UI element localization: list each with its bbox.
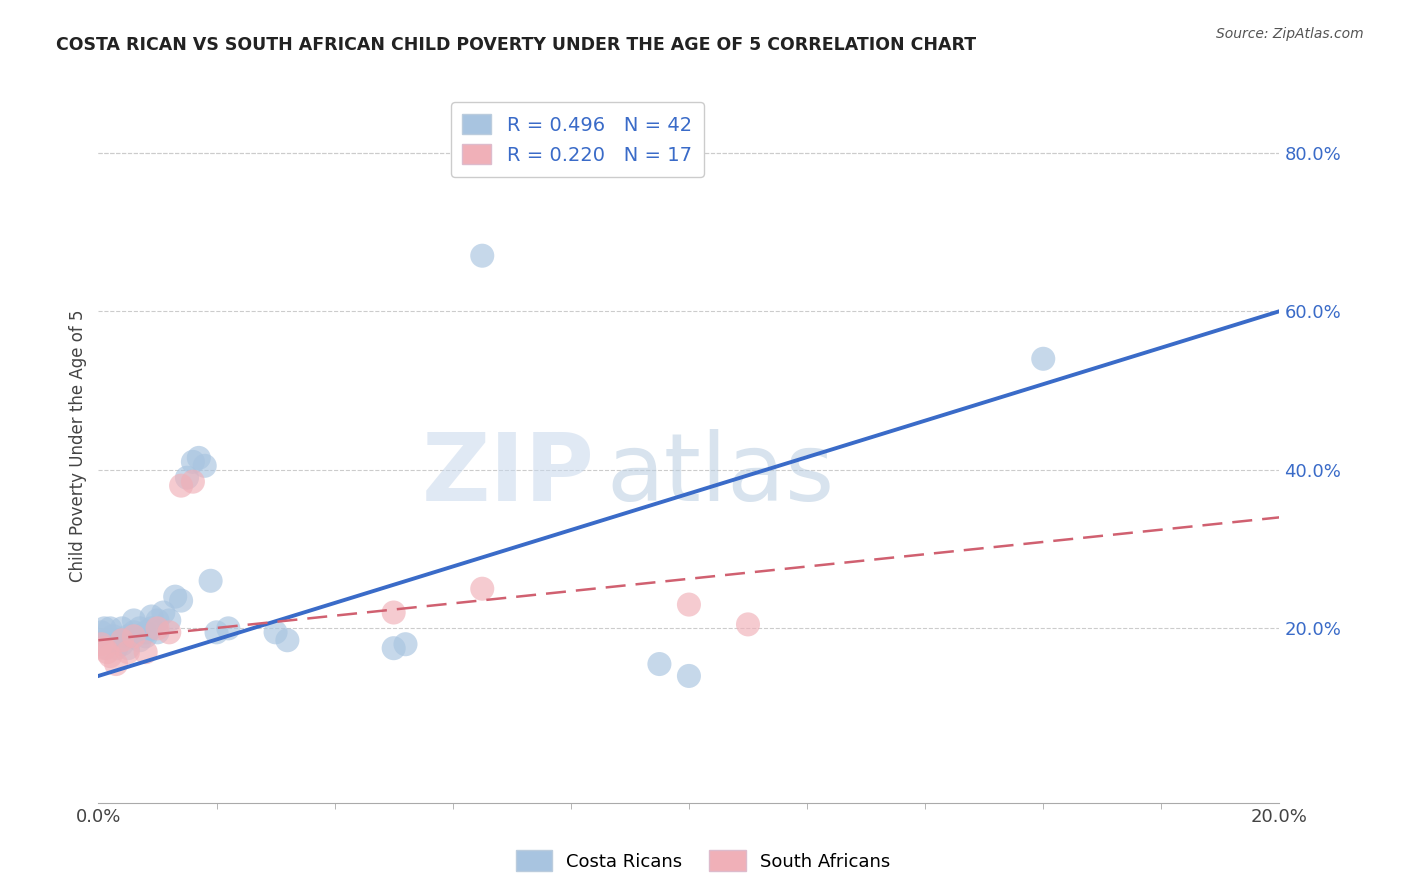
Point (157, 625, 180, 640)
Point (276, 633, 298, 648)
Point (176, 471, 198, 485)
Point (146, 625, 169, 640)
Text: COSTA RICAN VS SOUTH AFRICAN CHILD POVERTY UNDER THE AGE OF 5 CORRELATION CHART: COSTA RICAN VS SOUTH AFRICAN CHILD POVER… (56, 36, 976, 54)
Point (648, 657, 671, 671)
Point (135, 629, 157, 643)
Point (122, 614, 145, 628)
Point (117, 629, 139, 643)
Point (141, 609, 163, 624)
Point (111, 633, 134, 648)
Point (217, 621, 239, 635)
Point (90, 625, 112, 640)
Point (394, 637, 416, 651)
Point (152, 606, 174, 620)
Point (264, 625, 287, 640)
Point (128, 621, 150, 635)
Point (117, 641, 139, 656)
Point (111, 621, 134, 635)
Point (93, 641, 115, 656)
Point (96, 641, 118, 656)
Point (471, 582, 494, 596)
Point (122, 629, 145, 643)
Legend: R = 0.496   N = 42, R = 0.220   N = 17: R = 0.496 N = 42, R = 0.220 N = 17 (451, 103, 704, 177)
Point (105, 633, 128, 648)
Point (181, 475, 204, 489)
Point (187, 450, 209, 465)
Point (146, 614, 169, 628)
Point (165, 590, 187, 604)
Point (98, 633, 121, 648)
Point (200, 574, 222, 588)
Point (122, 625, 145, 640)
Point (117, 645, 139, 659)
Point (737, 617, 759, 632)
Text: ZIP: ZIP (422, 428, 595, 521)
Point (128, 633, 150, 648)
Point (471, 249, 494, 263)
Point (135, 625, 157, 640)
Point (96, 645, 118, 659)
Text: atlas: atlas (606, 428, 835, 521)
Point (382, 606, 405, 620)
Point (205, 625, 228, 640)
Point (135, 645, 157, 659)
Point (678, 669, 700, 683)
Point (103, 629, 125, 643)
Point (382, 641, 405, 656)
Legend: Costa Ricans, South Africans: Costa Ricans, South Africans (509, 843, 897, 879)
Point (678, 598, 700, 612)
Point (141, 621, 163, 635)
Point (181, 455, 204, 469)
Point (90, 637, 112, 651)
Point (111, 637, 134, 651)
Point (146, 621, 169, 635)
Point (194, 458, 217, 473)
Point (1032, 351, 1054, 366)
Point (94, 633, 117, 648)
Point (98, 649, 121, 664)
Point (157, 614, 180, 628)
Point (105, 641, 128, 656)
Point (170, 593, 193, 607)
Point (105, 657, 128, 671)
Y-axis label: Child Poverty Under the Age of 5: Child Poverty Under the Age of 5 (69, 310, 87, 582)
Text: Source: ZipAtlas.com: Source: ZipAtlas.com (1216, 27, 1364, 41)
Point (170, 478, 193, 492)
Point (93, 621, 115, 635)
Point (98, 621, 121, 635)
